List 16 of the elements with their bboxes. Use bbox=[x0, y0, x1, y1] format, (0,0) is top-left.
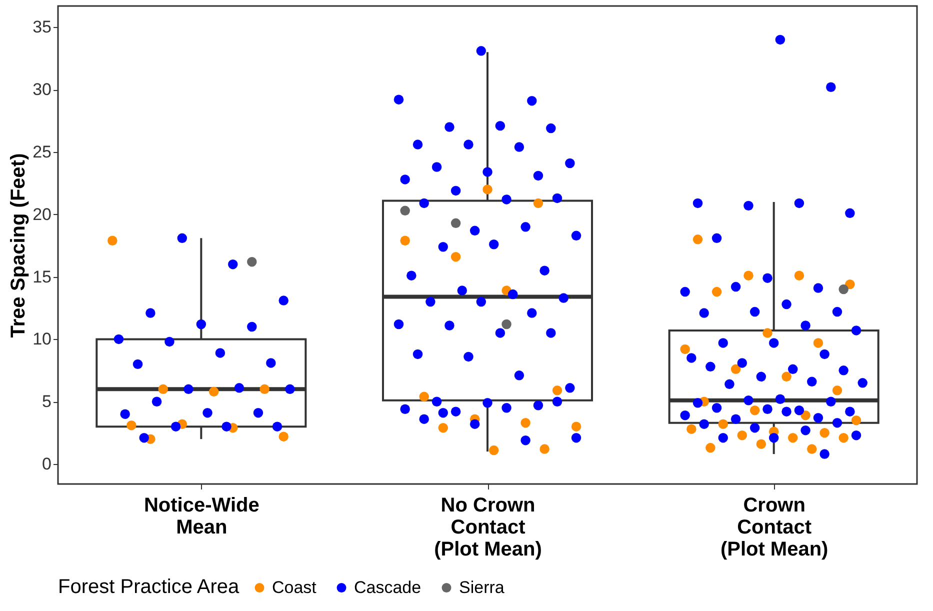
y-axis-title: Tree Spacing (Feet) bbox=[8, 153, 30, 338]
x-tick-label: Notice-Wide Mean bbox=[144, 494, 260, 538]
y-tick-label: 35 bbox=[32, 18, 52, 37]
legend-label: Cascade bbox=[354, 578, 422, 597]
y-tick-label: 15 bbox=[32, 267, 52, 286]
legend-title: Forest Practice Area bbox=[58, 576, 240, 598]
legend-label: Coast bbox=[272, 578, 317, 597]
y-tick-label: 25 bbox=[32, 142, 52, 162]
y-tick-label: 5 bbox=[42, 392, 52, 412]
x-tick-label: No Crown Contact (Plot Mean) bbox=[434, 494, 542, 560]
y-tick-label: 0 bbox=[42, 454, 52, 474]
y-tick-label: 20 bbox=[32, 204, 52, 224]
y-tick-label: 10 bbox=[32, 330, 52, 349]
x-tick-label: Crown Contact (Plot Mean) bbox=[720, 494, 828, 560]
y-tick-label: 30 bbox=[32, 80, 52, 100]
legend-label: Sierra bbox=[459, 578, 505, 597]
